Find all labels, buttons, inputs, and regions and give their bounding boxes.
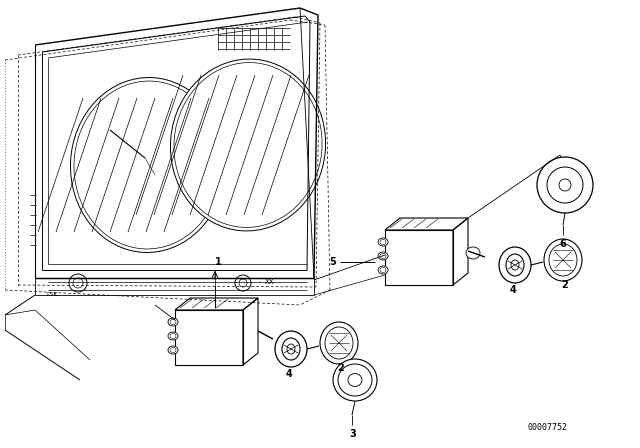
- Text: 2: 2: [562, 280, 568, 290]
- Circle shape: [547, 167, 583, 203]
- Ellipse shape: [511, 260, 519, 270]
- Circle shape: [537, 157, 593, 213]
- Text: 00007752: 00007752: [528, 423, 568, 432]
- Ellipse shape: [380, 267, 386, 272]
- Ellipse shape: [544, 239, 582, 281]
- Ellipse shape: [174, 63, 322, 228]
- Ellipse shape: [70, 78, 225, 253]
- Ellipse shape: [170, 319, 176, 324]
- Circle shape: [235, 275, 251, 291]
- Ellipse shape: [170, 348, 176, 353]
- Ellipse shape: [275, 331, 307, 367]
- Text: 2: 2: [338, 363, 344, 373]
- Ellipse shape: [168, 346, 178, 354]
- Ellipse shape: [506, 254, 524, 276]
- Text: 3: 3: [349, 429, 356, 439]
- Circle shape: [559, 179, 571, 191]
- Text: 5: 5: [330, 257, 337, 267]
- Text: XX: XX: [265, 279, 275, 285]
- Text: 1: 1: [214, 257, 221, 267]
- Ellipse shape: [287, 344, 295, 354]
- Ellipse shape: [168, 318, 178, 326]
- Ellipse shape: [338, 364, 372, 396]
- Ellipse shape: [378, 238, 388, 246]
- Ellipse shape: [170, 333, 176, 339]
- Circle shape: [73, 278, 83, 288]
- Text: 6: 6: [559, 239, 566, 249]
- Ellipse shape: [466, 247, 480, 259]
- Ellipse shape: [378, 266, 388, 274]
- Ellipse shape: [499, 247, 531, 283]
- Ellipse shape: [325, 327, 353, 359]
- Ellipse shape: [378, 252, 388, 260]
- Text: 4: 4: [509, 285, 516, 295]
- Ellipse shape: [549, 244, 577, 276]
- Circle shape: [239, 279, 247, 287]
- Ellipse shape: [380, 240, 386, 245]
- Ellipse shape: [348, 374, 362, 387]
- Text: LSK: LSK: [46, 292, 58, 297]
- Text: 4: 4: [285, 369, 292, 379]
- Ellipse shape: [282, 338, 300, 360]
- Ellipse shape: [170, 59, 326, 231]
- Ellipse shape: [168, 332, 178, 340]
- Ellipse shape: [74, 81, 222, 249]
- Ellipse shape: [320, 322, 358, 364]
- Circle shape: [69, 274, 87, 292]
- Ellipse shape: [333, 359, 377, 401]
- Ellipse shape: [380, 254, 386, 258]
